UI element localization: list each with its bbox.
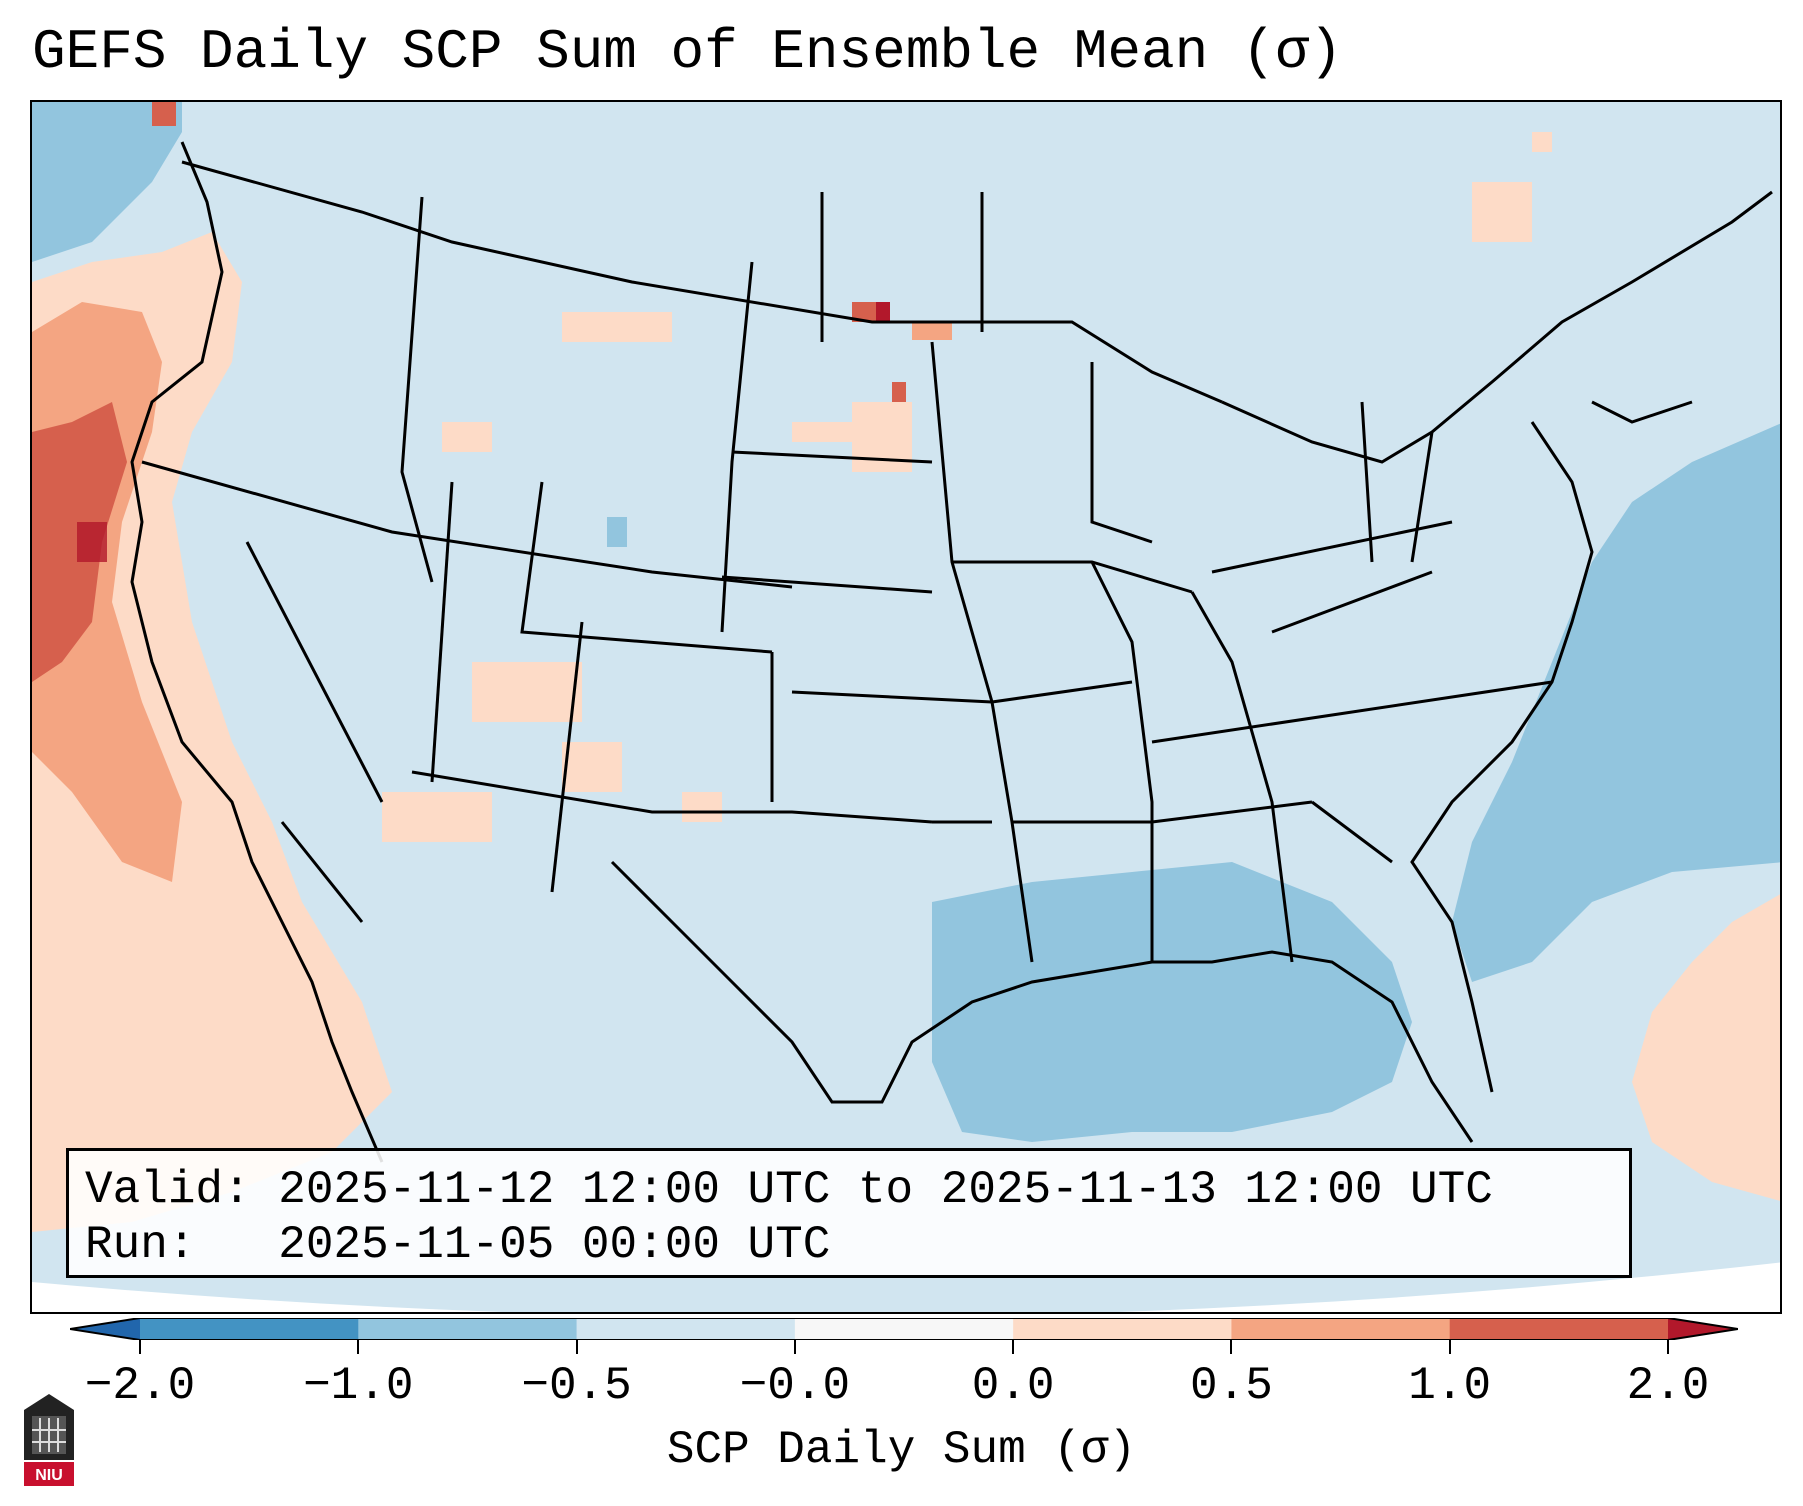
anomaly-cell [876, 302, 890, 322]
valid-value: 2025-11-12 12:00 UTC to 2025-11-13 12:00… [278, 1164, 1493, 1216]
colorbar-title: SCP Daily Sum (σ) [666, 1424, 1137, 1476]
colorbar-tick [1230, 1340, 1233, 1354]
run-value: 2025-11-05 00:00 UTC [278, 1219, 831, 1271]
colorbar-tick-label: −0.0 [739, 1360, 851, 1412]
colorbar-tick-label: −2.0 [84, 1360, 196, 1412]
anomaly-cell [607, 517, 627, 547]
anomaly-cell [152, 102, 176, 126]
colorbar-tick [1012, 1340, 1015, 1354]
colorbar-under-extend [70, 1318, 140, 1340]
logo-text: NIU [35, 1467, 63, 1484]
anomaly-cell [912, 322, 952, 340]
anomaly-cell [852, 302, 876, 322]
valid-time-box: Valid: 2025-11-12 12:00 UTC to 2025-11-1… [66, 1148, 1632, 1278]
anomaly-cell [562, 312, 672, 342]
valid-label: Valid: [85, 1164, 251, 1216]
anomaly-cell [792, 422, 852, 442]
anomaly-cell [562, 742, 622, 792]
anomaly-cell [442, 422, 492, 452]
colorbar-tick [139, 1340, 141, 1354]
state-boundaries [130, 141, 1773, 1163]
anomaly-region [32, 102, 182, 262]
map-title: GEFS Daily SCP Sum of Ensemble Mean (σ) [32, 20, 1343, 84]
anomaly-cell [1472, 182, 1532, 242]
colorbar-tick-label: −0.5 [521, 1360, 632, 1412]
niu-logo: NIU [24, 1394, 74, 1486]
colorbar-bin [576, 1318, 796, 1340]
colorbar-tick-label: 2.0 [1626, 1360, 1710, 1412]
anomaly-cell [892, 382, 906, 402]
colorbar-tick [1667, 1340, 1669, 1354]
map-panel[interactable] [30, 100, 1782, 1314]
colorbar-tick [575, 1340, 578, 1354]
colorbar-tick-label: 0.5 [1190, 1360, 1273, 1412]
anomaly-region [932, 862, 1412, 1142]
colorbar-bin [140, 1318, 359, 1340]
anomaly-cell [682, 792, 722, 822]
colorbar-tick [357, 1340, 360, 1354]
colorbar-over-extend [1668, 1318, 1738, 1340]
anomaly-cell [77, 522, 107, 562]
anomaly-cell [472, 662, 582, 722]
anomaly-region [1632, 894, 1780, 1201]
colorbar-bin [1231, 1318, 1451, 1340]
colorbar-tick [793, 1340, 796, 1354]
colorbar-tick [1448, 1340, 1451, 1354]
colorbar-bin [794, 1318, 1014, 1340]
anomaly-cell [382, 792, 492, 842]
no-data-region [32, 1262, 1780, 1312]
colorbar-bin [358, 1318, 578, 1340]
colorbar-tick-label: −1.0 [303, 1360, 414, 1412]
run-label: Run: [85, 1219, 196, 1271]
anomaly-region [1452, 423, 1780, 982]
map-canvas [32, 102, 1780, 1312]
anomaly-cell [1532, 132, 1552, 152]
colorbar-tick-label: 0.0 [971, 1360, 1055, 1412]
colorbar [70, 1318, 1738, 1340]
colorbar-bin [1013, 1318, 1232, 1340]
colorbar-tick-label: 1.0 [1408, 1360, 1492, 1412]
colorbar-bin [1449, 1318, 1669, 1340]
